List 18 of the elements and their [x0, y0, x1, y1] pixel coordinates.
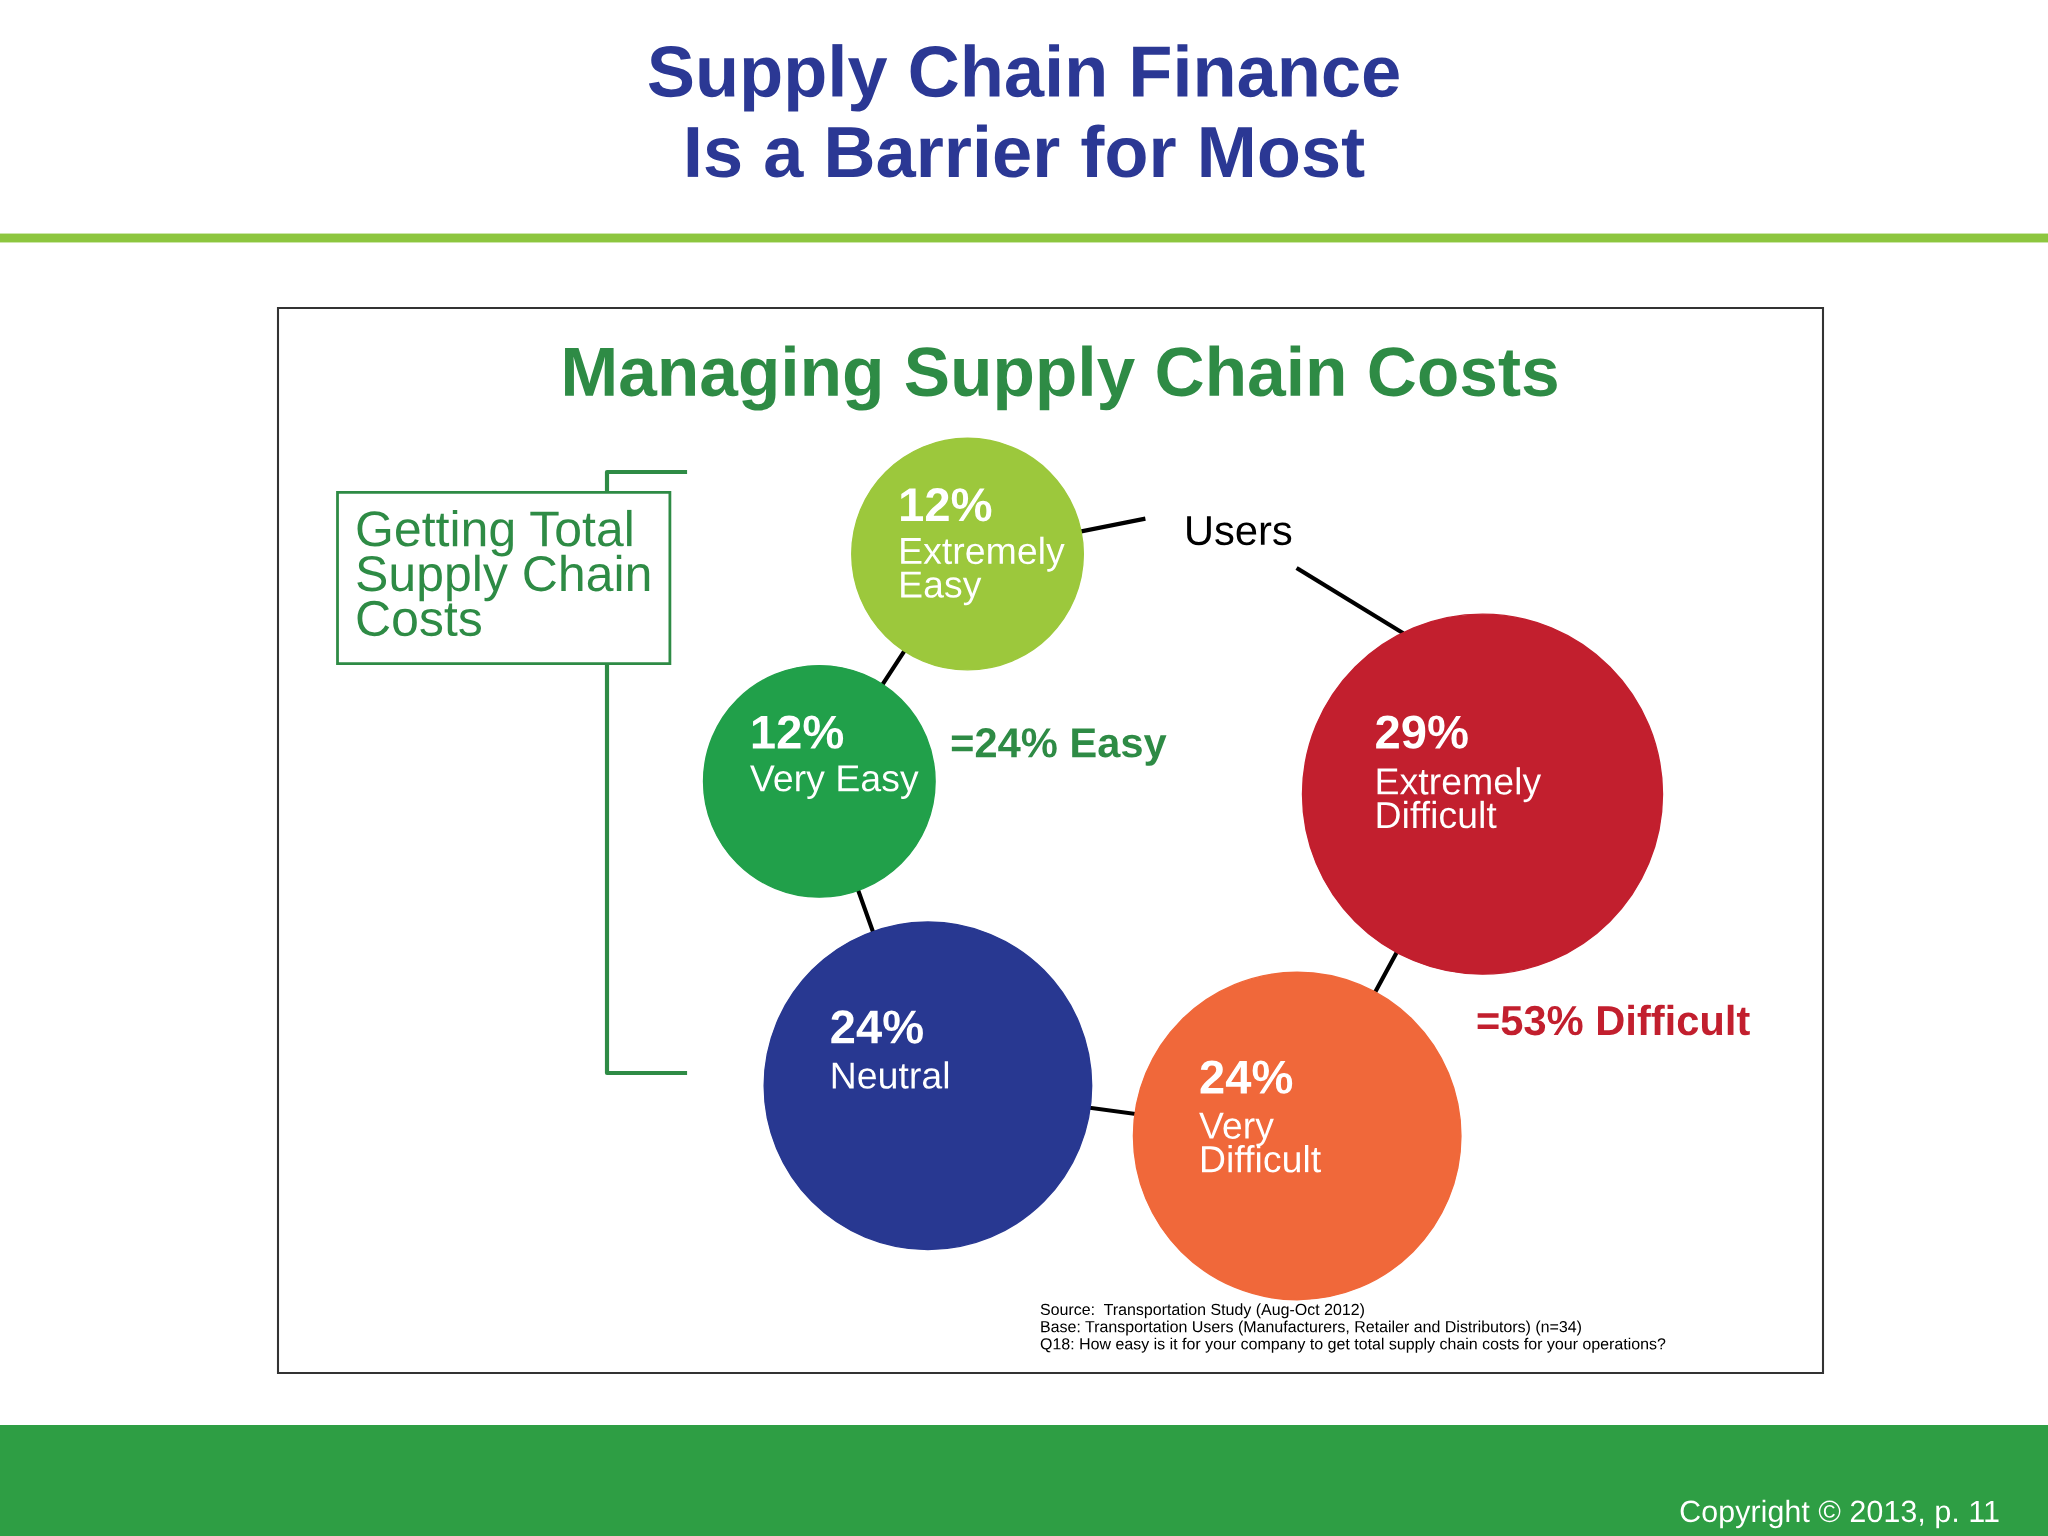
- category-label: Very Easy: [750, 765, 919, 799]
- data-label: 24%: [1200, 1060, 1293, 1094]
- text: Supply Chain Finance Is a Barrier for Most: [648, 44, 1399, 178]
- data-label: 12%: [752, 715, 844, 749]
- category-label: Neutral: [832, 1061, 949, 1089]
- data-label: 24%: [831, 1010, 923, 1044]
- source-note: Source: Transportation Study (Aug-Oct 2012) Base: Transportation Users (Manufacturers, Retailer and Distributors) (n=34) Q18: How easy is it for your company to get total supply chain costs for your operations?: [1040, 1303, 1666, 1353]
- category-label: Very Difficult: [1199, 1112, 1321, 1173]
- category-label: Extremely Easy: [901, 536, 1065, 606]
- text: =53% Difficult: [1477, 1004, 1750, 1036]
- text: Copyright © 2013, p. 11: [1680, 1499, 1999, 1529]
- text: Getting Total Supply Chain Costs: [357, 509, 650, 637]
- data-label: 12%: [901, 488, 992, 522]
- category-label: Extremely Difficult: [1377, 767, 1542, 829]
- data-label: 29%: [1376, 715, 1468, 749]
- text: Managing Supply Chain Costs: [565, 345, 1557, 411]
- text: Users: [1187, 516, 1292, 546]
- text: =24% Easy: [951, 728, 1167, 766]
